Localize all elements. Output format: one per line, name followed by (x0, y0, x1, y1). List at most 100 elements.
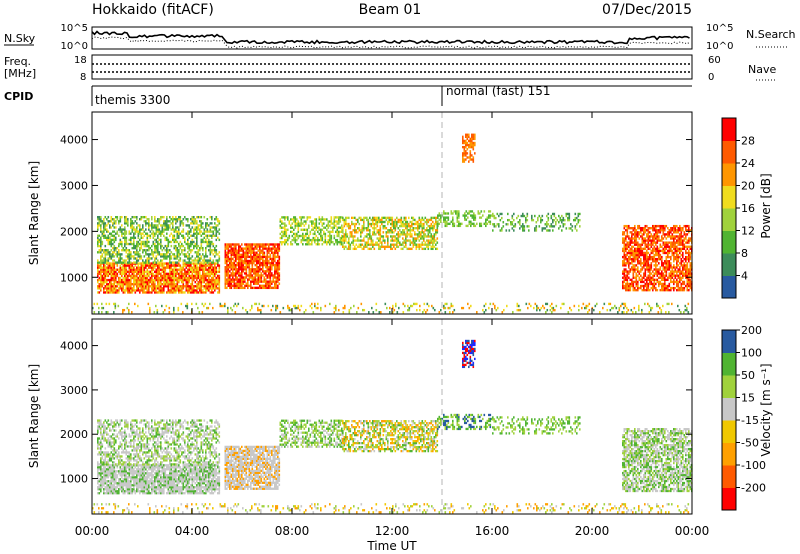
noon-power-cell (370, 241, 373, 244)
morning-power-cell (318, 238, 321, 242)
late-power-cell (685, 264, 687, 267)
dawn-power-cell (230, 282, 233, 285)
early-power-cell (98, 278, 101, 282)
late-power-cell (668, 233, 671, 236)
early-power-cell (176, 276, 179, 280)
early-power-cell (175, 291, 177, 294)
morning-power-cell (284, 243, 286, 246)
noon-power-cell (427, 243, 430, 246)
dawn-power-cell (227, 251, 230, 254)
early-upper-power-cell (164, 226, 167, 229)
late-power-cell (676, 288, 678, 292)
noon-power-cell (384, 241, 386, 244)
dawn-power-cell (235, 259, 237, 263)
late-power-cell (677, 243, 680, 246)
noon-power-cell (382, 237, 385, 240)
early-upper-power-cell (178, 255, 180, 258)
dawn-power-cell (260, 263, 263, 267)
early-upper-power-cell (205, 240, 207, 244)
evening-power-cell (579, 212, 581, 216)
noon-power-cell (411, 224, 413, 228)
morning-power-cell (321, 218, 324, 221)
early-power-cell (148, 274, 150, 278)
early-power-cell (173, 283, 176, 286)
early-upper-power-cell (185, 232, 188, 235)
noon-power-cell (369, 247, 371, 251)
morning-power-cell (332, 222, 334, 225)
evening-power-cell (510, 223, 512, 226)
dawn-power-cell (254, 259, 257, 263)
dawn-power-cell (245, 276, 248, 279)
noon-power-cell (400, 222, 403, 226)
early-power-cell (125, 274, 128, 278)
dawn-power-cell (236, 263, 239, 267)
early-upper-power-cell (164, 224, 167, 227)
early-upper-power-cell (140, 257, 143, 260)
late-power-cell (634, 260, 636, 263)
dawn-power-cell (235, 253, 237, 256)
late-power-cell (674, 274, 677, 277)
dawn-power-cell (275, 263, 278, 267)
evening-power-cell (517, 214, 520, 218)
early-upper-power-cell (145, 261, 147, 264)
dawn-power-cell (272, 286, 275, 290)
early-upper-power-cell (107, 220, 110, 223)
late-power-cell (647, 237, 650, 240)
dawn-power-cell (253, 276, 255, 279)
late-power-cell (634, 270, 636, 273)
dawn-power-cell (253, 251, 255, 254)
evening-power-cell (549, 229, 551, 232)
early-power-cell (208, 276, 210, 280)
noon-power-cell (420, 218, 422, 222)
early-upper-power-cell (172, 236, 174, 240)
early-upper-power-cell (131, 215, 134, 219)
noon-power-cell (403, 233, 406, 236)
noon-power-cell (409, 227, 412, 230)
early-power-cell (196, 264, 198, 267)
early-power-cell (149, 262, 152, 265)
early-power-cell (194, 268, 197, 271)
late-power-cell (647, 274, 650, 277)
noon-power-cell (420, 231, 422, 234)
early-upper-power-cell (100, 255, 102, 258)
early-upper-power-cell (164, 238, 167, 242)
noon-power-cell (382, 220, 385, 224)
late-power-cell (635, 274, 638, 277)
late-power-cell (647, 264, 650, 267)
early-upper-power-cell (124, 261, 126, 264)
early-power-cell (202, 276, 204, 280)
early-power-cell (110, 276, 113, 280)
dawn-power-cell (272, 261, 275, 265)
early-power-cell (142, 280, 144, 284)
noon-power-cell (372, 218, 374, 222)
early-power-cell (136, 276, 138, 280)
late-power-cell (662, 272, 665, 275)
early-power-cell (118, 283, 120, 286)
late-power-cell (628, 288, 630, 292)
noon-power-cell (348, 216, 350, 220)
early-upper-power-cell (151, 257, 153, 260)
dawn-power-cell (263, 247, 266, 250)
early-upper-power-cell (116, 215, 119, 219)
late-power-cell (656, 260, 659, 263)
late-power-cell (670, 249, 672, 253)
late-power-cell (653, 282, 656, 286)
dawn-power-cell (236, 253, 239, 256)
early-upper-power-cell (149, 234, 152, 237)
morning-power-cell (302, 243, 304, 246)
early-upper-power-cell (215, 259, 218, 262)
late-power-cell (676, 249, 678, 253)
early-upper-power-cell (164, 257, 167, 260)
early-power-cell (130, 268, 132, 271)
early-upper-power-cell (119, 253, 122, 256)
late-power-cell (661, 262, 663, 265)
early-power-cell (136, 287, 138, 290)
noon-power-cell (411, 229, 413, 232)
dawn-power-cell (227, 253, 230, 256)
late-power-cell (670, 270, 672, 273)
dawn-power-cell (227, 257, 230, 261)
dawn-power-cell (244, 259, 246, 263)
late-power-cell (635, 278, 638, 282)
dawn-power-cell (272, 274, 275, 277)
morning-power-cell (317, 236, 319, 240)
